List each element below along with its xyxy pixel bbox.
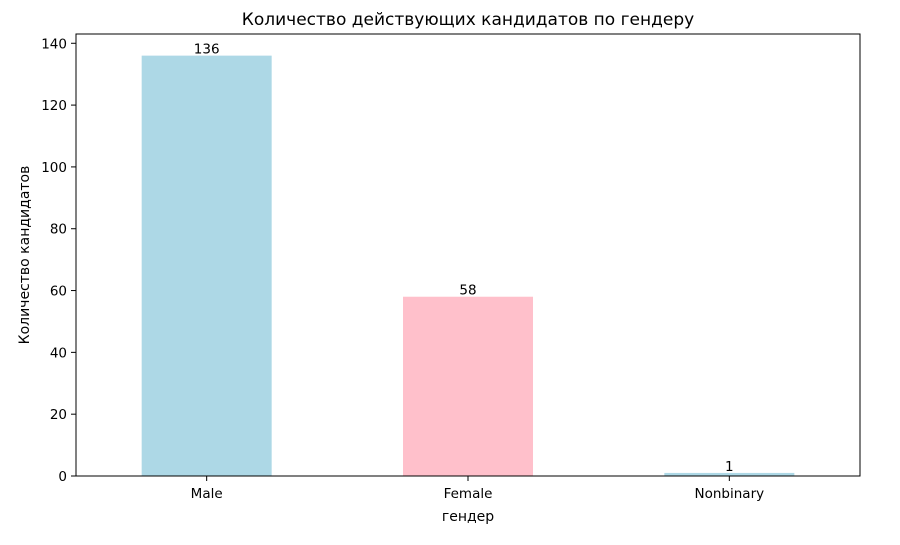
- y-tick-label: 120: [41, 98, 67, 114]
- y-axis-label: Количество кандидатов: [17, 166, 33, 345]
- y-tick-label: 140: [41, 36, 67, 52]
- x-tick-label: Nonbinary: [695, 486, 765, 502]
- bar-male: [141, 55, 272, 477]
- y-axis-ticks: 0 20 40 60 80 100 120 140: [41, 36, 76, 485]
- x-tick-label: Male: [191, 486, 223, 502]
- bar-value-label: 58: [459, 283, 476, 299]
- bar-value-label: 1: [725, 459, 734, 475]
- bar-female: [403, 296, 533, 476]
- bar-value-labels: 136 58 1: [194, 42, 734, 475]
- y-tick-label: 0: [58, 469, 67, 485]
- x-axis-ticks: Male Female Nonbinary: [191, 476, 764, 502]
- chart-title: Количество действующих кандидатов по ген…: [242, 10, 694, 30]
- y-tick-label: 20: [50, 407, 67, 423]
- bar-value-label: 136: [194, 42, 220, 58]
- y-tick-label: 100: [41, 160, 67, 176]
- y-tick-label: 40: [50, 345, 67, 361]
- plot-area-frame: [75, 33, 861, 477]
- bar-nonbinary: [664, 472, 795, 476]
- y-tick-label: 80: [50, 222, 67, 238]
- y-tick-label: 60: [50, 284, 67, 300]
- bars: [141, 55, 795, 477]
- x-axis-label: гендер: [442, 509, 494, 525]
- x-tick-label: Female: [444, 486, 493, 502]
